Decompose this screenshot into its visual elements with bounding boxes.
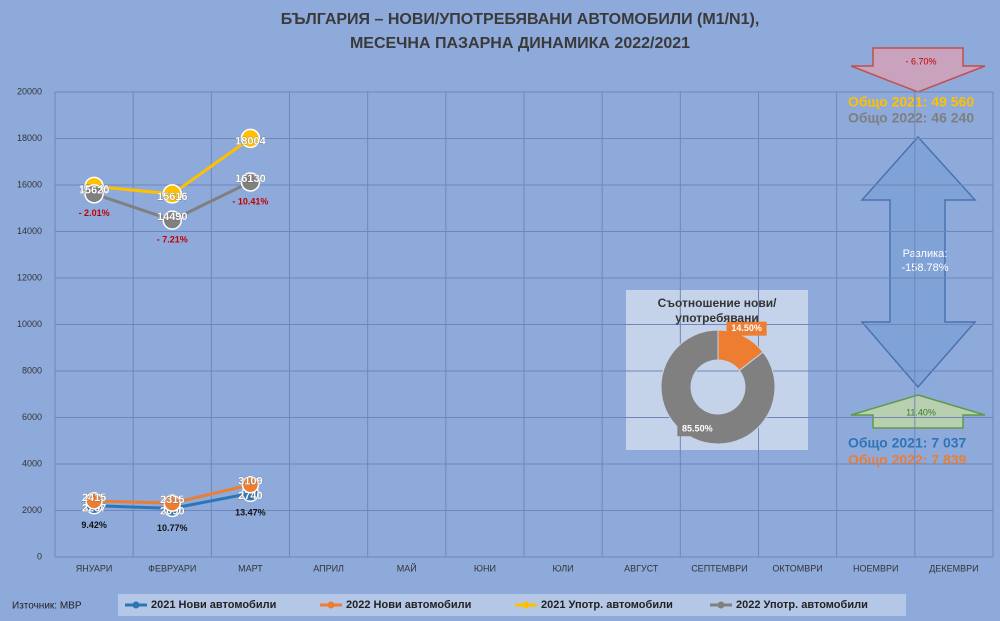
data-label: 2415 bbox=[82, 492, 106, 504]
y-tick-label: 10000 bbox=[17, 319, 42, 329]
x-tick-label: МАЙ bbox=[397, 562, 417, 573]
y-tick-label: 6000 bbox=[22, 412, 42, 422]
legend-label: 2021 Употр. автомобили bbox=[541, 599, 673, 611]
used-total-2021: Общо 2021: 49 560 bbox=[848, 94, 974, 110]
x-tick-label: ЮЛИ bbox=[553, 563, 574, 573]
x-tick-label: ОКТОМВРИ bbox=[772, 563, 822, 573]
change-label: - 2.01% bbox=[79, 208, 110, 218]
new-change: 11.40% bbox=[906, 407, 936, 417]
x-tick-label: ФЕВРУАРИ bbox=[148, 563, 196, 573]
x-tick-label: НОЕМВРИ bbox=[853, 563, 898, 573]
slice-label: 14.50% bbox=[731, 323, 762, 333]
change-label: 10.77% bbox=[157, 523, 188, 533]
marker bbox=[162, 210, 182, 230]
x-tick-label: СЕПТЕМВРИ bbox=[691, 563, 747, 573]
data-label: 3109 bbox=[238, 476, 262, 488]
slice-label: 85.50% bbox=[682, 424, 713, 434]
x-tick-label: ЯНУАРИ bbox=[76, 563, 113, 573]
data-label: 18004 bbox=[235, 135, 266, 147]
used-total-2022: Общо 2022: 46 240 bbox=[848, 110, 974, 126]
arrow-up bbox=[850, 394, 986, 429]
legend-label: 2021 Нови автомобили bbox=[151, 599, 276, 611]
pie-title: Съотношение нови/употребявани bbox=[657, 296, 777, 325]
legend-label: 2022 Употр. автомобили bbox=[736, 599, 868, 611]
source: Източник: МВР bbox=[12, 601, 82, 612]
x-tick-label: ЮНИ bbox=[474, 563, 496, 573]
new-total-2021: Общо 2021: 7 037 bbox=[848, 435, 967, 451]
slice-label-box bbox=[726, 321, 767, 336]
donut-slice bbox=[660, 329, 776, 445]
y-tick-label: 4000 bbox=[22, 458, 42, 468]
y-tick-label: 18000 bbox=[17, 133, 42, 143]
legend-marker bbox=[327, 601, 335, 609]
slice-label-box bbox=[677, 422, 718, 437]
change-label: - 10.41% bbox=[232, 196, 268, 206]
data-label: 15616 bbox=[157, 191, 188, 203]
marker bbox=[240, 172, 261, 192]
change-label: 9.42% bbox=[81, 520, 107, 530]
legend-label: 2022 Нови автомобили bbox=[346, 599, 471, 611]
legend-marker bbox=[132, 601, 140, 609]
x-tick-label: АПРИЛ bbox=[313, 563, 344, 573]
marker bbox=[85, 492, 103, 510]
data-label: 16130 bbox=[235, 173, 266, 185]
y-tick-label: 12000 bbox=[17, 272, 42, 282]
marker bbox=[84, 184, 104, 204]
x-tick-label: ДЕКЕМВРИ bbox=[929, 563, 978, 573]
x-tick-label: АВГУСТ bbox=[624, 563, 659, 573]
change-label: 13.47% bbox=[235, 508, 266, 518]
legend-marker bbox=[522, 601, 530, 609]
y-tick-label: 14000 bbox=[17, 226, 42, 236]
y-tick-label: 0 bbox=[37, 551, 42, 561]
x-tick-label: МАРТ bbox=[238, 563, 263, 573]
marker bbox=[162, 184, 182, 204]
chart-title: БЪЛГАРИЯ – НОВИ/УПОТРЕБЯВАНИ АВТОМОБИЛИ … bbox=[281, 11, 760, 28]
data-label: 14490 bbox=[157, 211, 188, 223]
data-label: 15620 bbox=[79, 185, 110, 197]
data-label: 2315 bbox=[160, 494, 184, 506]
y-tick-label: 8000 bbox=[22, 365, 42, 375]
difference-value: -158.78% bbox=[901, 262, 948, 274]
used-change: - 6.70% bbox=[905, 56, 936, 66]
arrow-down bbox=[850, 47, 986, 93]
new-total-2022: Общо 2022: 7 839 bbox=[848, 452, 967, 468]
y-tick-label: 2000 bbox=[22, 505, 42, 515]
chart-title: МЕСЕЧНА ПАЗАРНА ДИНАМИКА 2022/2021 bbox=[350, 35, 690, 52]
marker bbox=[163, 494, 181, 512]
difference-label: Разлика: bbox=[903, 248, 948, 260]
marker bbox=[241, 475, 260, 494]
change-label: - 7.21% bbox=[157, 234, 188, 244]
marker bbox=[240, 128, 261, 149]
y-tick-label: 20000 bbox=[17, 86, 42, 96]
legend bbox=[118, 594, 906, 616]
y-tick-label: 16000 bbox=[17, 179, 42, 189]
data-label: 2740 bbox=[238, 490, 262, 502]
legend-marker bbox=[717, 601, 725, 609]
